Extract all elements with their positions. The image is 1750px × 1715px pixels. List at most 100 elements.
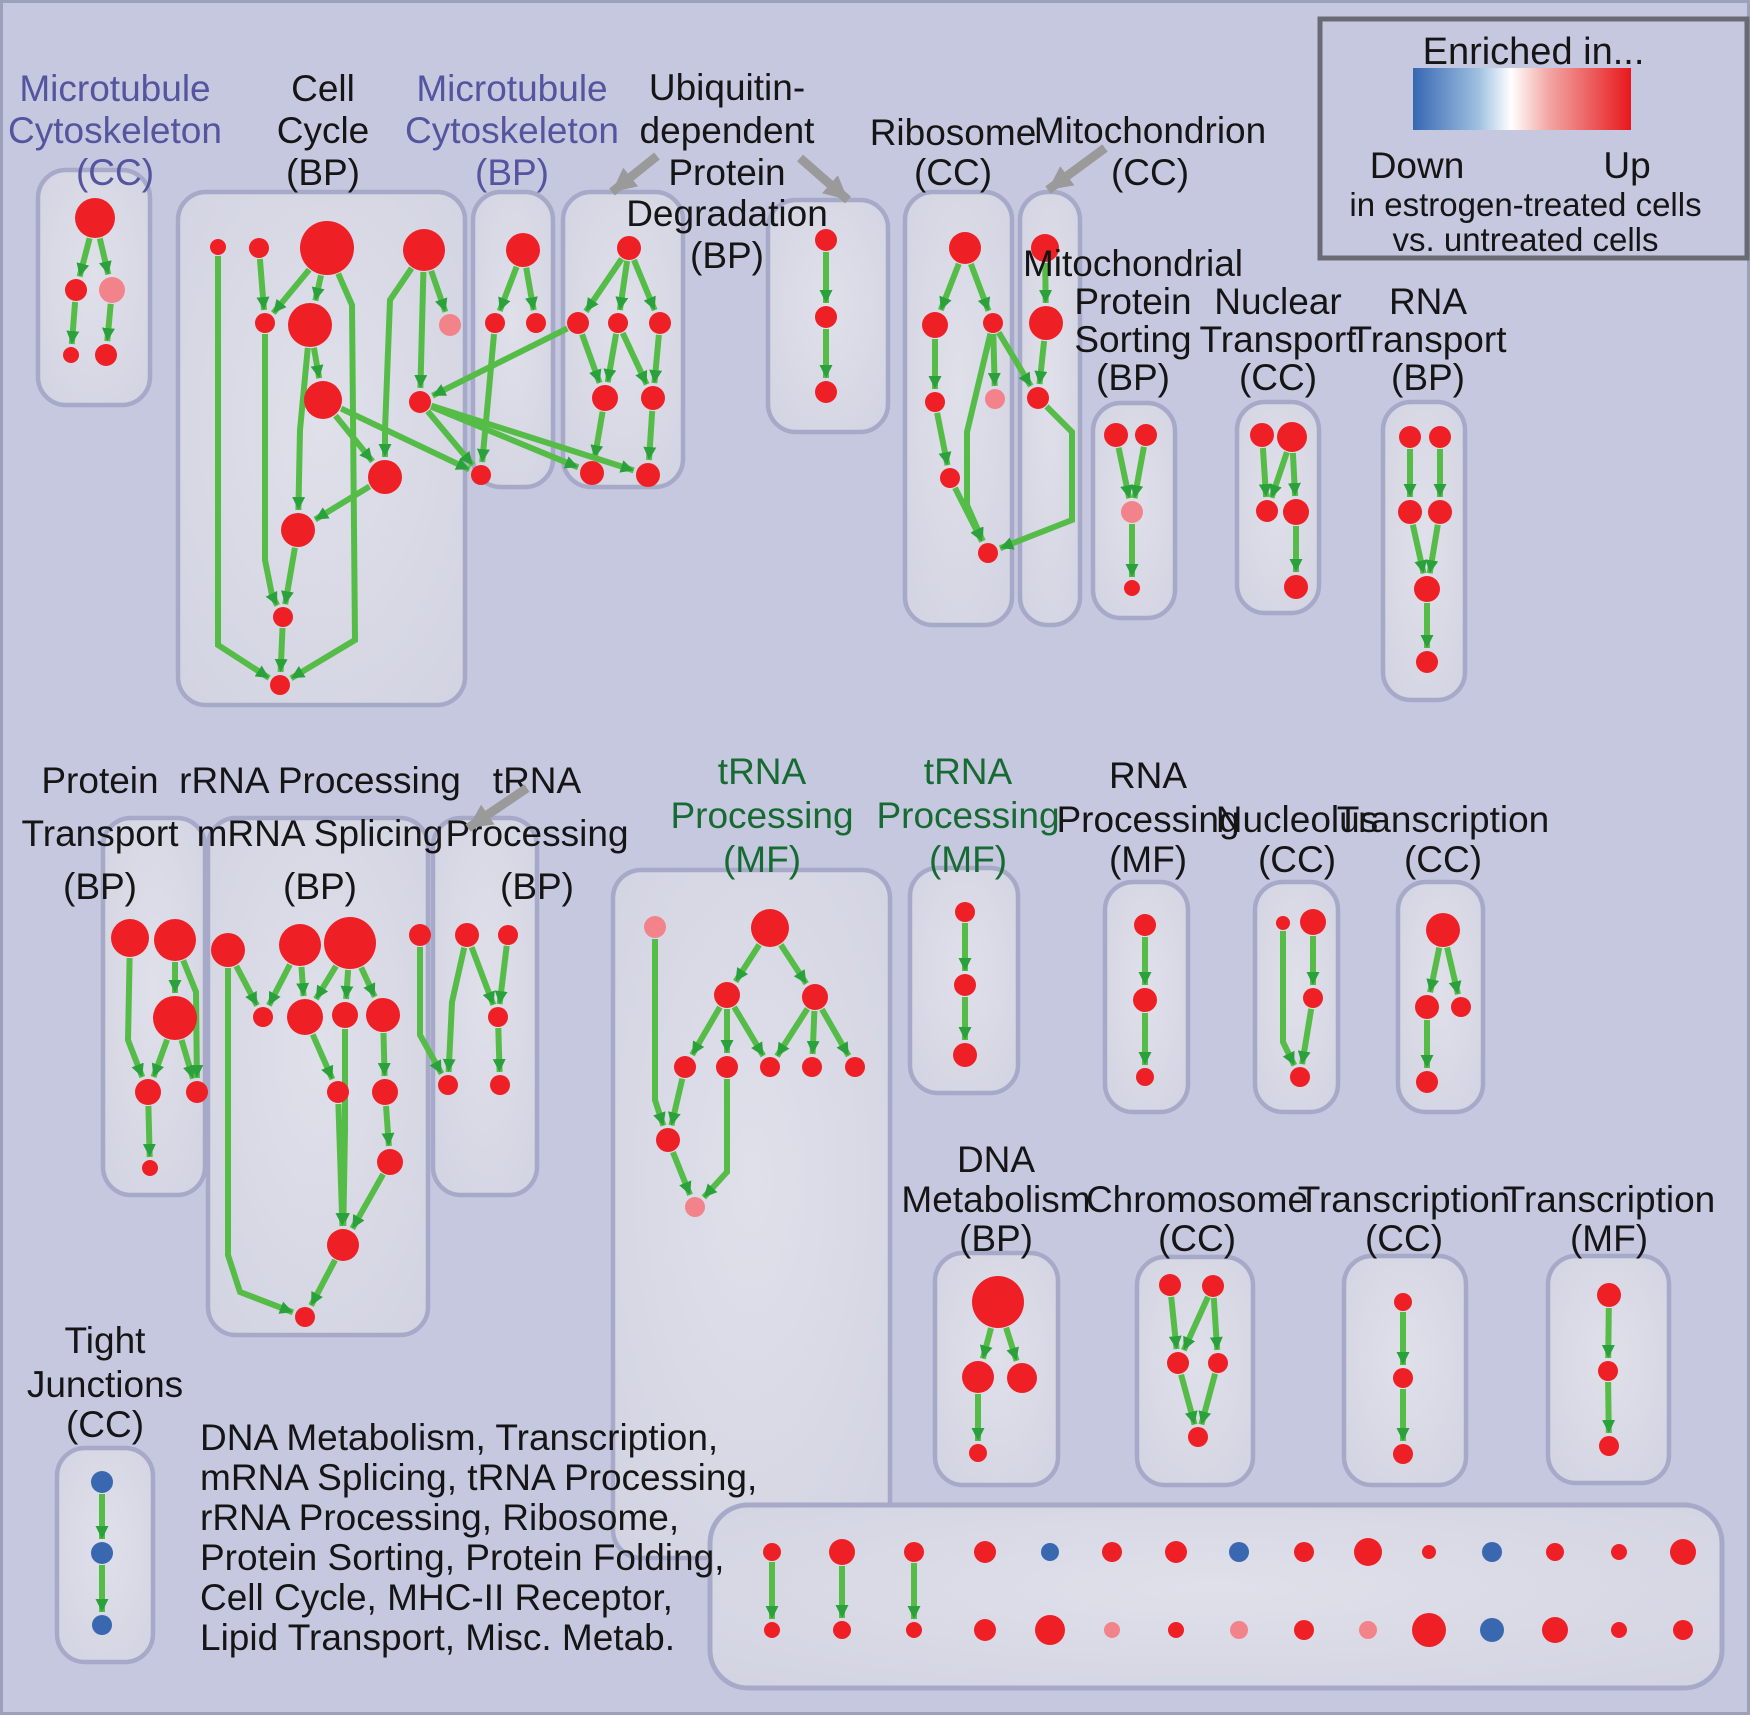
edge-rnatrans-r3-r5	[1409, 524, 1428, 575]
node-transmf-w2	[1598, 1361, 1618, 1381]
node-misc-bottom-0	[764, 1622, 780, 1638]
misc-summary-label: DNA Metabolism, Transcription, mRNA Splic…	[200, 1417, 757, 1658]
node-protrans-C	[153, 996, 197, 1040]
edge-cellcycle-f-k	[292, 347, 311, 511]
edge-trnamf1-c2-d4	[806, 1010, 820, 1055]
cluster-label-cellcycle: Cell Cycle (BP)	[277, 68, 370, 193]
cross-edge-ribosome.R-mito.h3	[996, 330, 1034, 388]
edge-ribosome-R-P	[987, 333, 1001, 387]
node-trnabp-tb1	[438, 1075, 458, 1095]
edge-nuctrans-n1-n3	[1258, 447, 1272, 498]
node-nucleolus-b	[1300, 909, 1326, 935]
node-misc-top-6	[1165, 1541, 1187, 1563]
node-mito-h3	[1027, 387, 1049, 409]
node-mtcc-n3	[99, 277, 125, 303]
node-transcc-big	[1426, 913, 1460, 947]
edge-rrna-I-L2	[340, 969, 354, 1000]
edge-ubiA-n2-m2	[619, 331, 650, 386]
edge-mtcc-n2-n4	[66, 301, 80, 345]
node-ubiA-n1	[567, 312, 589, 334]
mitochondrion-arrow	[1045, 144, 1108, 194]
node-ubiA-n2	[608, 313, 628, 333]
node-ribosome-P	[985, 389, 1005, 409]
node-protrans-D	[135, 1079, 161, 1105]
edge-rrna-H-K	[296, 966, 310, 997]
edge-rrna-O-P2	[381, 1105, 395, 1147]
edge-cellcycle-d-g	[428, 269, 449, 313]
edge-rrna-P2-Q	[349, 1172, 386, 1230]
node-misc-top-8	[1294, 1542, 1314, 1562]
edge-rrna-G-J	[233, 964, 260, 1007]
node-ribosome-R	[983, 313, 1003, 333]
node-tightjunc-j1	[91, 1471, 113, 1493]
node-ubiA-b1	[580, 461, 604, 485]
node-rrna-M	[366, 998, 400, 1032]
edge-cellcycle-c-f	[311, 274, 325, 302]
node-transcc-b	[1416, 1071, 1438, 1093]
node-dnametab-b	[969, 1444, 987, 1462]
cluster-label-mtbp: Microtubule Cytoskeleton (BP)	[405, 68, 619, 193]
cluster-label-chromosome: Chromosome (CC)	[1086, 1179, 1308, 1259]
node-trnamf1-c1	[714, 982, 740, 1008]
edge-nuctrans-n2-n4	[1287, 452, 1301, 497]
node-mtcc-n5	[95, 344, 117, 366]
node-rrna-I	[324, 917, 376, 969]
node-ubiA-b2	[636, 463, 660, 487]
node-trnamf1-d4	[802, 1057, 822, 1077]
node-ubiA-n3	[649, 312, 671, 334]
edge-ribosome-X-B	[952, 486, 985, 543]
edge-trnabp-tm-tb2	[492, 1027, 506, 1073]
node-cellcycle-e	[255, 313, 275, 333]
edge-chromosome-m1-bb	[1178, 1373, 1198, 1426]
edge-chromosome-m2-bb	[1198, 1372, 1218, 1426]
edge-rrna-H-J	[266, 963, 293, 1007]
edge-rrna-I-K	[313, 964, 339, 1001]
cluster-box-rnatrans	[1380, 399, 1468, 703]
edge-protrans-B-E	[180, 959, 204, 1079]
node-trnamf1-d2	[716, 1056, 738, 1078]
node-misc-bottom-11	[1480, 1618, 1504, 1642]
node-misc-bottom-12	[1542, 1617, 1568, 1643]
node-rrna-K	[287, 999, 323, 1035]
legend-box	[1317, 16, 1750, 261]
node-misc-bottom-3	[974, 1619, 996, 1641]
node-rrna-G	[211, 933, 245, 967]
node-transcc2-v2	[1393, 1368, 1413, 1388]
node-dnametab-r	[1007, 1363, 1037, 1393]
node-rnamf-u1	[1134, 914, 1156, 936]
edge-ubiA-n3-m2	[649, 334, 663, 384]
cluster-box-protrans	[100, 815, 208, 1198]
node-nuctrans-n4	[1283, 499, 1309, 525]
edge-cellcycle-l-m	[274, 627, 288, 673]
node-nucleolus-a	[1276, 916, 1290, 930]
cluster-label-rnamf: RNA Processing (MF)	[1056, 755, 1239, 880]
node-ribosome-LL	[925, 392, 945, 412]
cluster-label-tightjunc: Tight Junctions (CC)	[27, 1320, 183, 1445]
node-misc-top-12	[1546, 1543, 1564, 1561]
edge-transcc-big-l	[1426, 946, 1443, 993]
edge-ribosome-LL-X	[934, 412, 952, 466]
node-trnabp-tb2	[490, 1075, 510, 1095]
node-cellcycle-a	[210, 239, 226, 255]
edge-trnamf1-e1-f1	[670, 1150, 693, 1197]
cross-edge-cellcycle.h-mtbp.b1	[339, 405, 471, 473]
node-nuctrans-n2	[1277, 422, 1307, 452]
node-misc-bottom-8	[1294, 1620, 1314, 1640]
edge-trnamf1-c2-d3	[774, 1007, 810, 1058]
node-transcc-l	[1415, 995, 1439, 1019]
node-rnatrans-r4	[1428, 500, 1452, 524]
node-dnametab-l	[962, 1361, 994, 1393]
node-nucleolus-d	[1290, 1067, 1310, 1087]
node-misc-top-3	[974, 1541, 996, 1563]
edge-cellcycle-f-h	[310, 347, 324, 379]
node-cellcycle-d	[403, 229, 445, 271]
cross-edge-rrna.S-trnabp.tb1	[417, 947, 445, 1076]
edge-mito-h1-h2	[1039, 262, 1053, 304]
edge-ubiA-n1-m1	[579, 333, 603, 384]
cluster-label-nuctrans: Nuclear Transport (CC)	[1200, 281, 1358, 398]
node-transcc2-v1	[1394, 1293, 1412, 1311]
node-cellcycle-h	[304, 381, 342, 419]
node-trnamf1-d3	[760, 1057, 780, 1077]
